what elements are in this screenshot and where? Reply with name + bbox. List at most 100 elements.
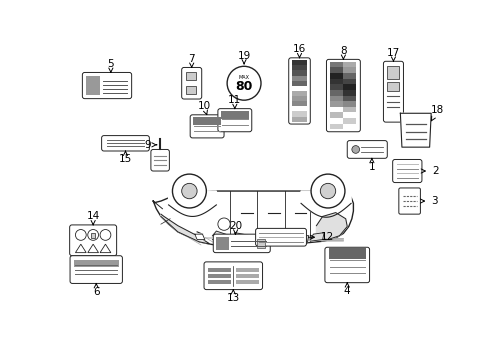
FancyBboxPatch shape (74, 260, 118, 266)
FancyBboxPatch shape (216, 237, 228, 249)
FancyBboxPatch shape (291, 91, 306, 96)
Text: 8: 8 (339, 46, 346, 59)
Text: 5: 5 (107, 59, 114, 72)
FancyBboxPatch shape (343, 124, 356, 130)
FancyBboxPatch shape (288, 58, 310, 124)
FancyBboxPatch shape (343, 112, 356, 118)
FancyBboxPatch shape (291, 106, 306, 112)
FancyBboxPatch shape (329, 73, 342, 78)
Text: 15: 15 (119, 151, 132, 165)
Circle shape (87, 230, 99, 240)
Text: MAX: MAX (238, 75, 249, 80)
Polygon shape (285, 235, 308, 243)
FancyBboxPatch shape (69, 225, 117, 256)
FancyBboxPatch shape (255, 228, 306, 246)
FancyBboxPatch shape (329, 101, 342, 107)
FancyBboxPatch shape (291, 96, 306, 101)
Polygon shape (400, 113, 430, 147)
Text: 20: 20 (228, 221, 242, 234)
Polygon shape (153, 191, 353, 246)
Text: 11: 11 (228, 95, 241, 108)
Circle shape (218, 218, 230, 230)
Text: 18: 18 (430, 105, 443, 121)
FancyBboxPatch shape (329, 90, 342, 95)
Text: 6: 6 (93, 284, 100, 297)
FancyBboxPatch shape (398, 188, 420, 214)
Text: 19: 19 (237, 50, 250, 64)
FancyBboxPatch shape (151, 149, 169, 171)
FancyBboxPatch shape (291, 76, 306, 81)
Polygon shape (233, 233, 254, 244)
FancyBboxPatch shape (185, 86, 196, 94)
Circle shape (226, 66, 261, 100)
Text: 1: 1 (368, 158, 374, 172)
FancyBboxPatch shape (82, 72, 131, 99)
FancyBboxPatch shape (235, 268, 258, 272)
FancyBboxPatch shape (291, 71, 306, 76)
Polygon shape (258, 235, 281, 244)
FancyBboxPatch shape (213, 234, 270, 253)
FancyBboxPatch shape (291, 81, 306, 86)
FancyBboxPatch shape (291, 101, 306, 106)
Circle shape (172, 174, 206, 208)
Circle shape (75, 230, 86, 240)
FancyBboxPatch shape (70, 256, 122, 283)
FancyBboxPatch shape (343, 101, 356, 107)
FancyBboxPatch shape (291, 86, 306, 91)
FancyBboxPatch shape (329, 78, 342, 84)
FancyBboxPatch shape (185, 72, 196, 80)
FancyBboxPatch shape (343, 62, 356, 67)
FancyBboxPatch shape (291, 117, 306, 122)
Text: 2: 2 (420, 166, 438, 176)
FancyBboxPatch shape (343, 78, 356, 84)
FancyBboxPatch shape (102, 136, 149, 151)
FancyBboxPatch shape (190, 115, 224, 138)
Circle shape (182, 183, 197, 199)
Text: 17: 17 (386, 48, 399, 61)
FancyBboxPatch shape (386, 82, 398, 91)
FancyBboxPatch shape (343, 73, 356, 78)
Text: 16: 16 (292, 44, 305, 58)
Circle shape (351, 145, 359, 153)
FancyBboxPatch shape (329, 84, 342, 90)
FancyBboxPatch shape (329, 124, 342, 130)
Text: 12: 12 (308, 232, 334, 242)
FancyBboxPatch shape (235, 274, 258, 278)
FancyBboxPatch shape (182, 67, 202, 99)
FancyBboxPatch shape (392, 159, 421, 183)
FancyBboxPatch shape (343, 84, 356, 90)
Circle shape (100, 230, 111, 240)
FancyBboxPatch shape (329, 67, 342, 73)
FancyBboxPatch shape (343, 90, 356, 95)
Text: 4: 4 (343, 283, 350, 296)
Text: 3: 3 (420, 196, 437, 206)
Polygon shape (316, 213, 346, 239)
FancyBboxPatch shape (207, 280, 230, 284)
FancyBboxPatch shape (329, 107, 342, 112)
Text: 9: 9 (144, 140, 156, 150)
FancyBboxPatch shape (343, 118, 356, 124)
FancyBboxPatch shape (207, 274, 230, 278)
FancyBboxPatch shape (193, 117, 221, 125)
FancyBboxPatch shape (346, 141, 386, 158)
Text: 80: 80 (235, 80, 252, 93)
FancyBboxPatch shape (218, 109, 251, 132)
FancyBboxPatch shape (343, 107, 356, 112)
FancyBboxPatch shape (207, 268, 230, 272)
FancyBboxPatch shape (86, 76, 100, 95)
FancyBboxPatch shape (329, 95, 342, 101)
FancyBboxPatch shape (91, 233, 95, 238)
Circle shape (310, 174, 344, 208)
Polygon shape (168, 191, 216, 216)
FancyBboxPatch shape (291, 112, 306, 117)
Text: 10: 10 (197, 101, 210, 114)
Polygon shape (194, 234, 204, 239)
Polygon shape (310, 233, 324, 241)
FancyBboxPatch shape (324, 247, 369, 283)
Text: 7: 7 (188, 54, 195, 67)
FancyBboxPatch shape (203, 262, 262, 289)
FancyBboxPatch shape (291, 65, 306, 71)
FancyBboxPatch shape (386, 66, 398, 80)
FancyBboxPatch shape (343, 67, 356, 73)
FancyBboxPatch shape (291, 60, 306, 65)
